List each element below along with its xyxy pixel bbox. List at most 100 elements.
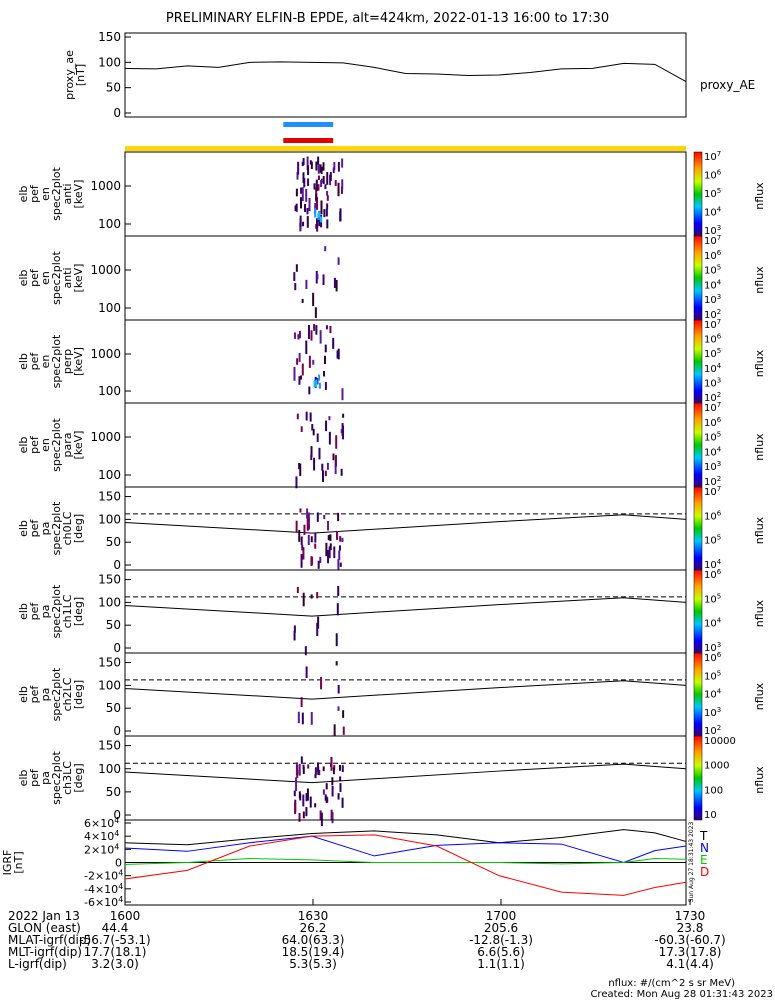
colorbar-tick-label: 102 (704, 475, 721, 488)
spectrogram-pixel (337, 257, 340, 265)
panel-ylabel-word: ch1LC (61, 594, 74, 628)
spectrogram-pixel (296, 413, 299, 420)
spectrogram-pixel (327, 550, 330, 564)
spectrogram-pixel (310, 330, 313, 341)
igrf-ytick-label: 6×104 (84, 816, 119, 830)
ytick-label: 100 (98, 301, 121, 315)
spectrogram-pixel (318, 217, 321, 227)
spectrogram-pixel (326, 190, 329, 196)
panel-ylabel-word: spec2plot (50, 751, 63, 805)
spectrogram-pixel (317, 616, 320, 629)
colorbar-tick-label: 106 (704, 249, 722, 262)
ytick-label: 0 (113, 558, 121, 572)
panel-ylabel-word: pef (28, 352, 41, 371)
spectrogram-pixel (326, 219, 329, 229)
spectrogram-pixel (334, 455, 337, 467)
spectrogram-pixel (306, 216, 309, 228)
spectrogram-pixel (310, 594, 313, 599)
spectrogram-pixel (319, 164, 322, 173)
orbit-row-label: MLT-igrf(dip) (8, 945, 82, 959)
spectrogram-pixel (310, 446, 313, 458)
spectrogram-pixel (301, 187, 304, 202)
panel-ylabel-word: spec2plot (50, 667, 63, 721)
spectrogram-pixel (295, 203, 298, 212)
spectrogram-pixel (340, 429, 343, 434)
colorbar-tick-label: 105 (704, 431, 721, 444)
spectrogram-pixel (325, 783, 328, 790)
panel-frame (124, 569, 687, 654)
spectrogram-pixel (339, 783, 342, 792)
colorbar-tick-label: 105 (704, 264, 721, 277)
spectrogram-pixel (307, 324, 310, 339)
spectrogram-pixel (300, 536, 303, 546)
spectrogram-pixel (325, 325, 328, 330)
spectrogram-pixel (322, 789, 325, 795)
colorbar (693, 652, 703, 737)
orbit-value: 26.2 (300, 921, 327, 935)
spectrogram-pixel (297, 161, 300, 175)
spectrogram-pixel (299, 508, 302, 513)
spectrogram-pixel (320, 812, 323, 826)
spectrogram-pixel (326, 797, 329, 803)
spectrogram-pixel (316, 622, 319, 637)
spectrogram-pixel (293, 630, 296, 641)
panel-ylabel-word: spec2plot (50, 167, 63, 221)
spectrogram-pixel (295, 520, 298, 533)
spectrogram-pixel (299, 463, 302, 477)
spectrogram-pixel (333, 162, 336, 171)
ytick-label: 1000 (90, 179, 121, 193)
spectrogram-pixel (314, 767, 317, 776)
orbit-row-label: 2022 Jan 13 (8, 909, 80, 923)
spectrogram-pixel (312, 359, 315, 365)
spectrogram-pixel (296, 765, 299, 778)
spectrogram-pixel (327, 535, 330, 541)
orbit-value: 44.4 (102, 921, 129, 935)
panel-ylabel-word: spec2plot (50, 334, 63, 388)
spectrogram-pixel (340, 468, 343, 476)
ytick-label: 100 (98, 595, 121, 609)
igrf-ylabel-word: IGRF (1, 850, 14, 876)
igrf-line-N (124, 835, 687, 864)
spectrogram-pixel (316, 377, 319, 385)
spectrogram-pixel (332, 337, 335, 349)
spectrogram-pixel (313, 457, 316, 471)
colorbar-tick-label: 105 (704, 347, 721, 360)
colorbar-tick-label: 107 (704, 150, 721, 163)
colorbar-label: nflux (753, 182, 766, 210)
spectrogram-pixel (302, 794, 305, 807)
spectrogram-pixel (304, 204, 307, 212)
spectrogram-pixel (314, 773, 317, 779)
igrf-line-D (124, 834, 687, 896)
spectrogram-pixel (316, 762, 319, 772)
colorbar-tick-label: 107 (704, 401, 721, 414)
spectrogram-pixel (307, 165, 310, 176)
spectrogram-pixel (337, 585, 340, 596)
spectrogram-pixel (333, 546, 336, 559)
panel-ylabel-word: pef (28, 268, 41, 287)
ae-ytick-label: 100 (98, 55, 121, 69)
spectrogram-pixel (317, 560, 320, 569)
ytick-label: 100 (98, 762, 121, 776)
spectrogram-pixel (305, 793, 308, 802)
spectrogram-pixel (297, 711, 300, 724)
spectrogram-pixel (328, 431, 331, 445)
panel-ylabel-word: pa (39, 771, 52, 785)
panel-frame (124, 235, 687, 321)
spectrogram-pixel (329, 543, 332, 551)
orbit-row-label: L-igrf(dip) (8, 957, 67, 971)
spectrogram-pixel (314, 543, 317, 549)
spectrogram-pixel (305, 666, 308, 678)
spectrogram-pixel (341, 388, 344, 401)
orbit-value: 205.6 (484, 921, 518, 935)
spectrogram-panel-3: nflux (124, 402, 766, 489)
spectrogram-panel-5: nflux (124, 569, 766, 656)
spectrogram-pixel (342, 710, 345, 718)
spectrogram-pixel (316, 197, 319, 210)
spectrogram-pixel (308, 386, 311, 395)
spectrogram-pixel (298, 791, 301, 799)
spectrogram-pixel (331, 785, 334, 797)
panel-ylabel-word: spec2plot (50, 418, 63, 472)
igrf-ytick-label: -4×104 (84, 882, 123, 896)
